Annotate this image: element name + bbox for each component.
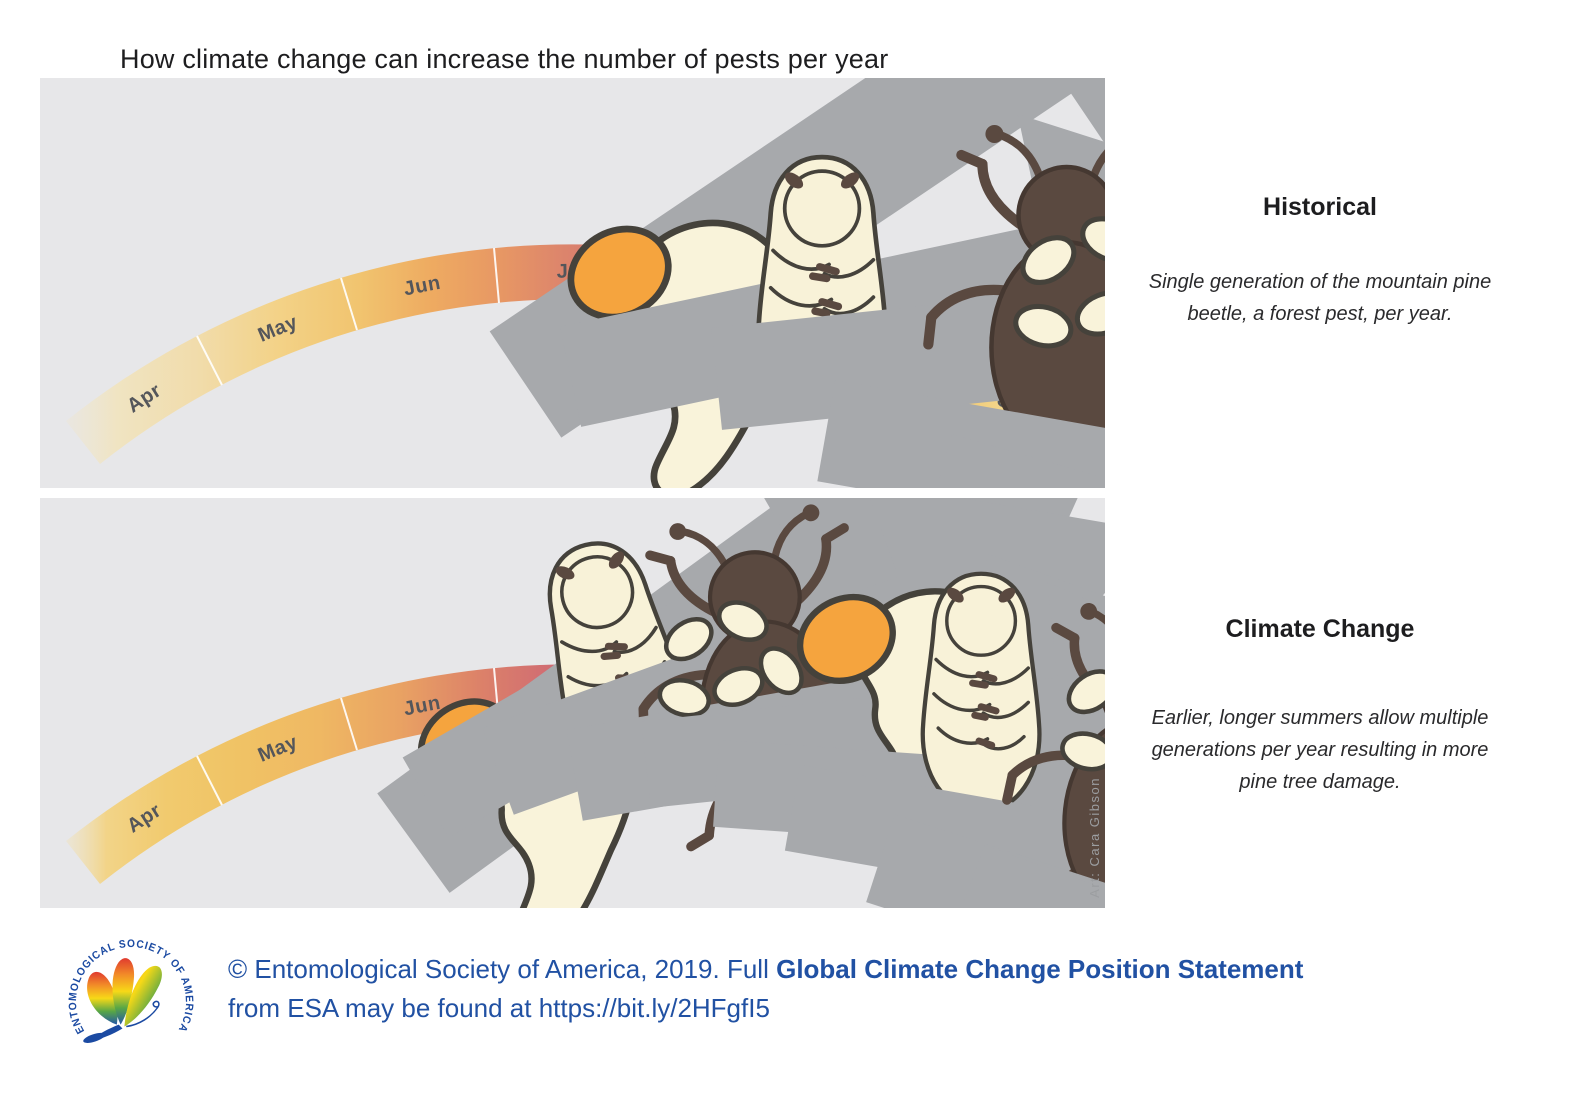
panel-climate-change: Apr May Jun Jul Aug Sept Oct bbox=[40, 498, 1105, 908]
pupa-icon bbox=[921, 572, 1041, 813]
historical-lifecycle-graphic: Apr May Jun Jul Aug Sept Oct bbox=[66, 78, 1105, 488]
page-title: How climate change can increase the numb… bbox=[120, 44, 889, 75]
panel-historical: Apr May Jun Jul Aug Sept Oct bbox=[40, 78, 1105, 488]
climate-change-lifecycle-graphic: Apr May Jun Jul Aug Sept Oct bbox=[66, 498, 1105, 908]
footer-line-2: from ESA may be found at https://bit.ly/… bbox=[228, 993, 770, 1023]
butterfly-logo-art bbox=[83, 958, 162, 1043]
footer-line-1: © Entomological Society of America, 2019… bbox=[228, 950, 1303, 989]
historical-heading: Historical bbox=[1263, 192, 1377, 221]
position-statement-title: Global Climate Change Position Statement bbox=[776, 954, 1304, 984]
art-credit: Art: Cara Gibson bbox=[1087, 777, 1102, 898]
copyright-text: © Entomological Society of America, 2019… bbox=[228, 954, 777, 984]
historical-description: Single generation of the mountain pine b… bbox=[1148, 271, 1492, 325]
climate-change-heading: Climate Change bbox=[1225, 614, 1415, 643]
climate-change-description: Earlier, longer summers allow multiple g… bbox=[1151, 707, 1489, 793]
footer-copyright: © Entomological Society of America, 2019… bbox=[228, 950, 1303, 1028]
esa-logo: ENTOMOLOGICAL SOCIETY OF AMERICA bbox=[67, 938, 194, 1043]
